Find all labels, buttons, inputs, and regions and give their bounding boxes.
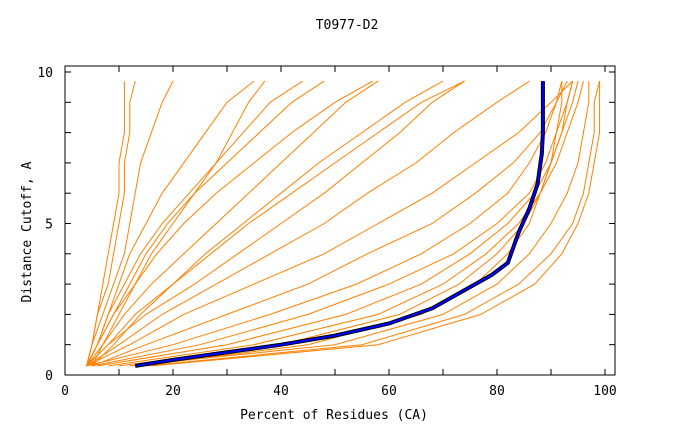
- y-tick-label: 0: [45, 369, 53, 384]
- x-axis-label: Percent of Residues (CA): [240, 408, 428, 423]
- model-curve-9: [91, 80, 568, 367]
- model-curve-13: [86, 80, 444, 367]
- y-tick-label: 5: [45, 218, 53, 233]
- plot-frame: [64, 65, 616, 376]
- model-curve-16: [86, 80, 174, 367]
- y-axis-label: Distance Cutoff, A: [20, 161, 35, 302]
- model-curve-14: [86, 80, 325, 367]
- y-tick-label: 10: [37, 66, 53, 81]
- model-curve-15: [86, 80, 255, 367]
- x-tick-label: 40: [273, 384, 289, 399]
- model-curve-11: [86, 80, 530, 367]
- chart-title: T0977-D2: [316, 18, 379, 33]
- model-curve-20: [86, 80, 379, 367]
- model-curve-3: [108, 80, 584, 367]
- model-curve-4: [145, 80, 601, 367]
- model-curve-5: [97, 80, 579, 367]
- model-curve-12: [86, 80, 465, 367]
- highlight-curve-outline: [134, 81, 545, 368]
- x-tick-label: 100: [593, 384, 616, 399]
- model-curve-6: [91, 80, 574, 367]
- model-curve-2: [129, 81, 590, 367]
- model-curve-1: [118, 80, 574, 367]
- x-tick-label: 80: [489, 384, 505, 399]
- x-tick-label: 20: [165, 384, 181, 399]
- highlight-curve: [135, 81, 544, 367]
- model-curve-8: [86, 80, 563, 367]
- model-curve-21: [86, 80, 303, 367]
- x-tick-label: 0: [61, 384, 69, 399]
- model-curve-18: [86, 81, 125, 367]
- model-curve-23: [91, 80, 266, 367]
- model-curve-10: [86, 80, 573, 367]
- x-tick-label: 60: [381, 384, 397, 399]
- model-curve-7: [151, 81, 601, 367]
- model-curve-22: [91, 80, 465, 367]
- model-curve-19: [86, 80, 374, 367]
